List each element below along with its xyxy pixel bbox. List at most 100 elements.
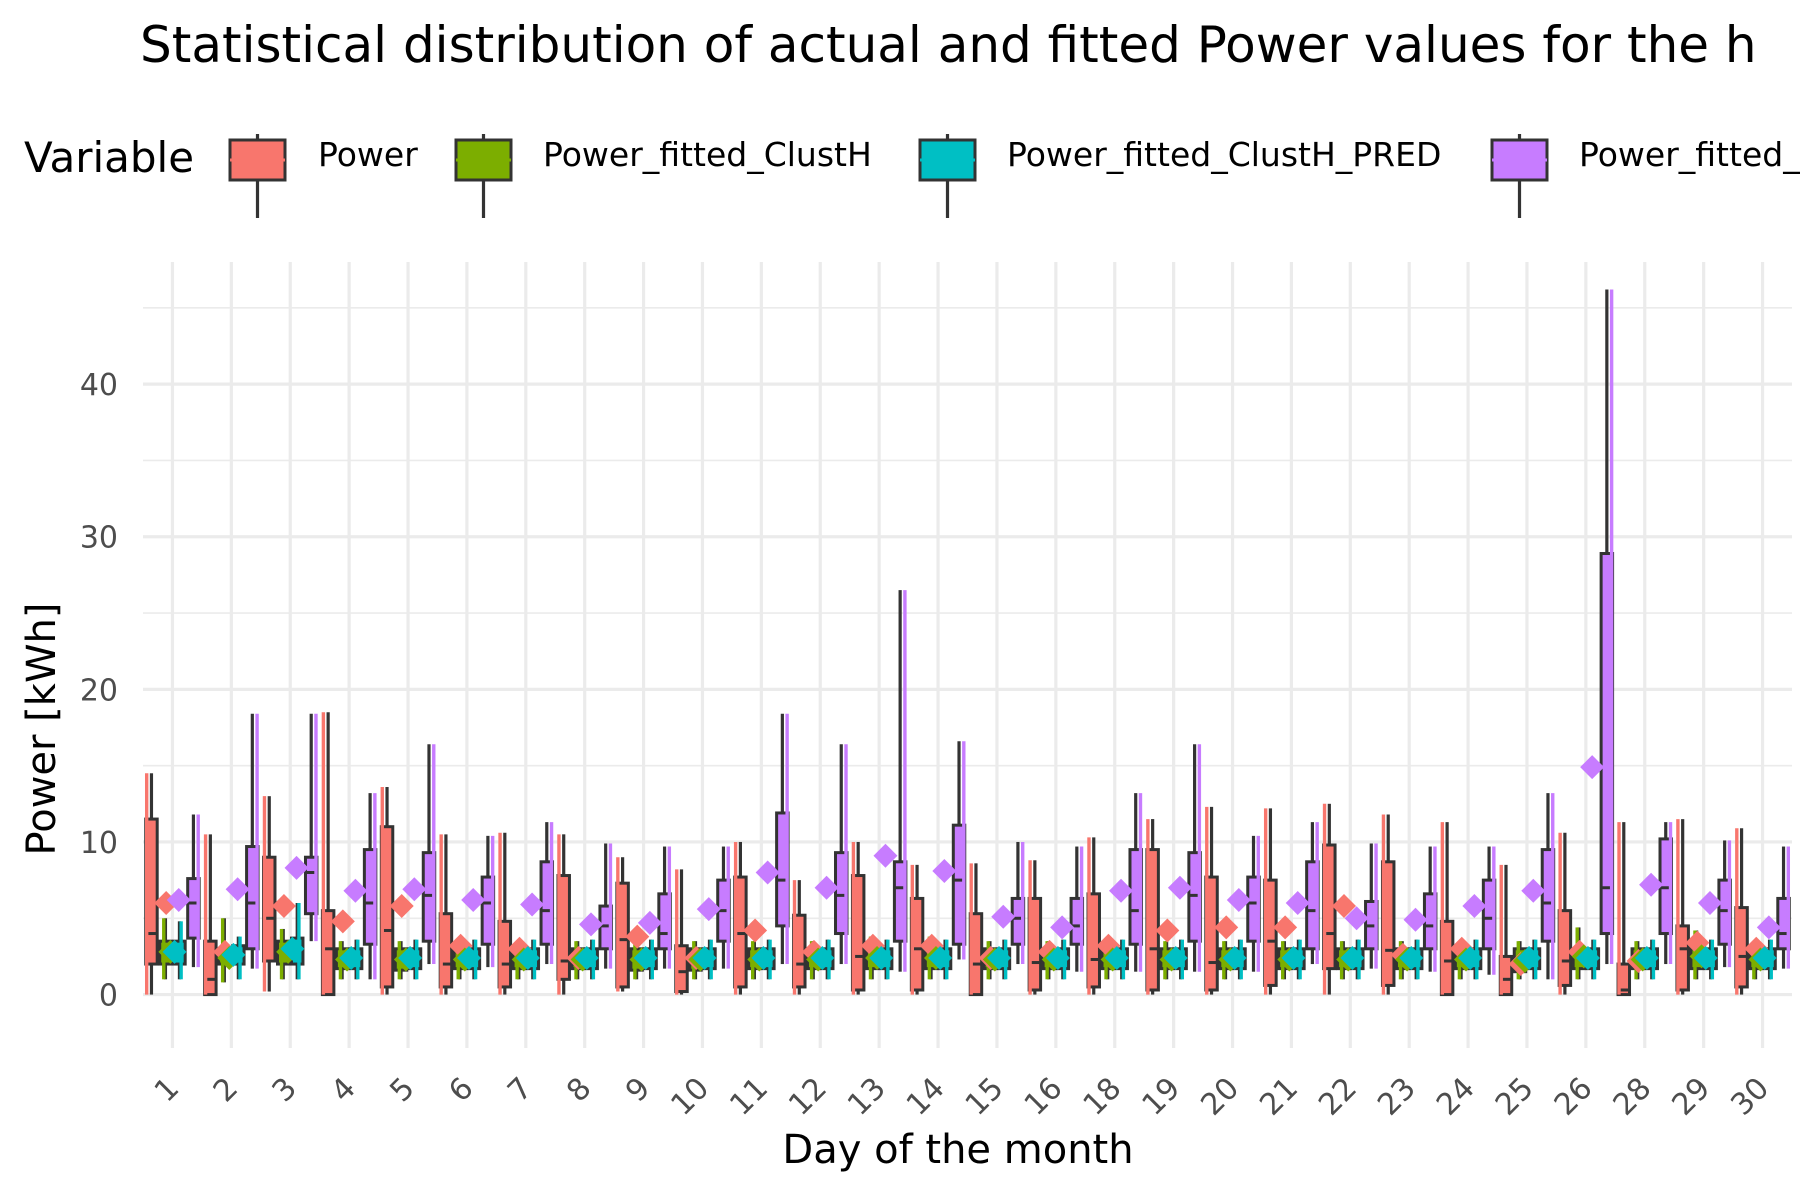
x-tick-label: 25	[1489, 1071, 1541, 1123]
mean-marker	[810, 945, 835, 970]
y-axis: 0 10 20 30 40	[80, 368, 118, 1013]
x-tick-label: 7	[501, 1071, 539, 1109]
y-tick-label: 30	[80, 521, 118, 556]
mean-marker	[1458, 945, 1483, 970]
mean-marker	[398, 945, 423, 970]
y-axis-title: Power [kWh]	[19, 603, 65, 856]
x-tick-label: 16	[1018, 1071, 1070, 1123]
legend-label: Power	[318, 135, 418, 174]
x-tick-label: 10	[664, 1071, 716, 1123]
mean-marker	[343, 878, 368, 903]
x-tick-label: 29	[1666, 1071, 1718, 1123]
mean-marker	[1155, 918, 1180, 943]
mean-marker	[692, 945, 717, 970]
mean-marker	[1045, 945, 1070, 970]
legend-key-diamond	[934, 147, 961, 173]
mean-marker	[1399, 945, 1424, 970]
mean-marker	[991, 904, 1016, 929]
legend-label: Power_fitted_ClustH	[543, 135, 872, 174]
x-tick-label: 19	[1136, 1071, 1188, 1123]
chart-title: Statistical distribution of actual and f…	[140, 16, 1757, 74]
legend-item: Power_fitted_	[1490, 134, 1800, 218]
plot-area	[144, 289, 1791, 997]
mean-marker	[928, 945, 953, 970]
mean-marker	[1222, 945, 1247, 970]
mean-marker	[461, 887, 486, 912]
x-tick-label: 13	[841, 1071, 893, 1123]
mean-marker	[1167, 875, 1192, 900]
x-tick-label: 2	[207, 1071, 245, 1109]
legend: Variable Power Power_fitted_ClustH Power_f…	[24, 133, 1800, 218]
mean-marker	[1109, 878, 1134, 903]
y-tick-label: 20	[80, 673, 118, 708]
x-tick-label: 3	[266, 1071, 304, 1109]
x-tick-label: 14	[900, 1071, 952, 1123]
x-tick-label: 1	[148, 1071, 186, 1109]
x-tick-label: 26	[1548, 1071, 1600, 1123]
mean-marker	[814, 875, 839, 900]
x-tick-label: 12	[782, 1071, 834, 1123]
mean-marker	[280, 936, 305, 961]
mean-marker	[1756, 915, 1781, 940]
x-tick-label: 15	[959, 1071, 1011, 1123]
mean-marker	[515, 945, 540, 970]
y-tick-label: 0	[99, 979, 118, 1014]
mean-marker	[166, 887, 191, 912]
x-tick-label: 30	[1724, 1071, 1776, 1123]
x-tick-label: 18	[1077, 1071, 1129, 1123]
mean-marker	[1226, 887, 1251, 912]
mean-marker	[457, 945, 482, 970]
mean-marker	[520, 892, 545, 917]
mean-marker	[1580, 755, 1605, 780]
mean-marker	[755, 860, 780, 885]
mean-marker	[271, 894, 296, 919]
x-tick-label: 6	[442, 1071, 480, 1109]
mean-marker	[1462, 894, 1487, 919]
mean-marker	[1521, 878, 1546, 903]
mean-marker	[987, 945, 1012, 970]
mean-marker	[1273, 915, 1298, 940]
mean-marker	[1697, 891, 1722, 916]
x-tick-label: 4	[325, 1071, 363, 1109]
x-tick-label: 23	[1371, 1071, 1423, 1123]
legend-key-diamond	[244, 147, 271, 173]
legend-key-diamond	[1506, 147, 1533, 173]
mean-marker	[869, 945, 894, 970]
mean-marker	[574, 945, 599, 970]
mean-marker	[743, 918, 768, 943]
mean-marker	[633, 945, 658, 970]
mean-marker	[637, 910, 662, 935]
legend-item: Power_fitted_ClustH	[454, 134, 872, 218]
mean-marker	[221, 942, 246, 967]
mean-marker	[225, 877, 250, 902]
mean-marker	[578, 912, 603, 937]
x-tick-label: 9	[619, 1071, 657, 1109]
x-axis: 1 2 3 4 5 6 7 8 9 10 11 12 13 14 15 16 18 19 20 21 22 23 24 25 2…	[148, 1071, 1776, 1123]
legend-item: Power_fitted_ClustH_PRED	[918, 134, 1441, 218]
legend-item: Power	[228, 134, 418, 218]
mean-marker	[873, 843, 898, 868]
mean-marker	[1163, 945, 1188, 970]
mean-marker	[625, 924, 650, 949]
mean-marker	[1517, 945, 1542, 970]
x-tick-label: 8	[560, 1071, 598, 1109]
mean-marker	[1340, 945, 1365, 970]
mean-marker	[1634, 945, 1659, 970]
mean-marker	[1693, 945, 1718, 970]
mean-marker	[389, 894, 414, 919]
mean-marker	[1281, 945, 1306, 970]
mean-marker	[1285, 891, 1310, 916]
legend-title: Variable	[24, 133, 194, 182]
mean-marker	[1403, 907, 1428, 932]
x-tick-label: 22	[1312, 1071, 1364, 1123]
x-tick-label: 5	[383, 1071, 421, 1109]
mean-marker	[284, 855, 309, 880]
y-tick-label: 40	[80, 368, 118, 403]
x-axis-title: Day of the month	[782, 1127, 1133, 1173]
mean-marker	[1104, 945, 1129, 970]
mean-marker	[339, 945, 364, 970]
y-tick-label: 10	[80, 826, 118, 861]
x-tick-label: 28	[1607, 1071, 1659, 1123]
mean-marker	[1214, 915, 1239, 940]
